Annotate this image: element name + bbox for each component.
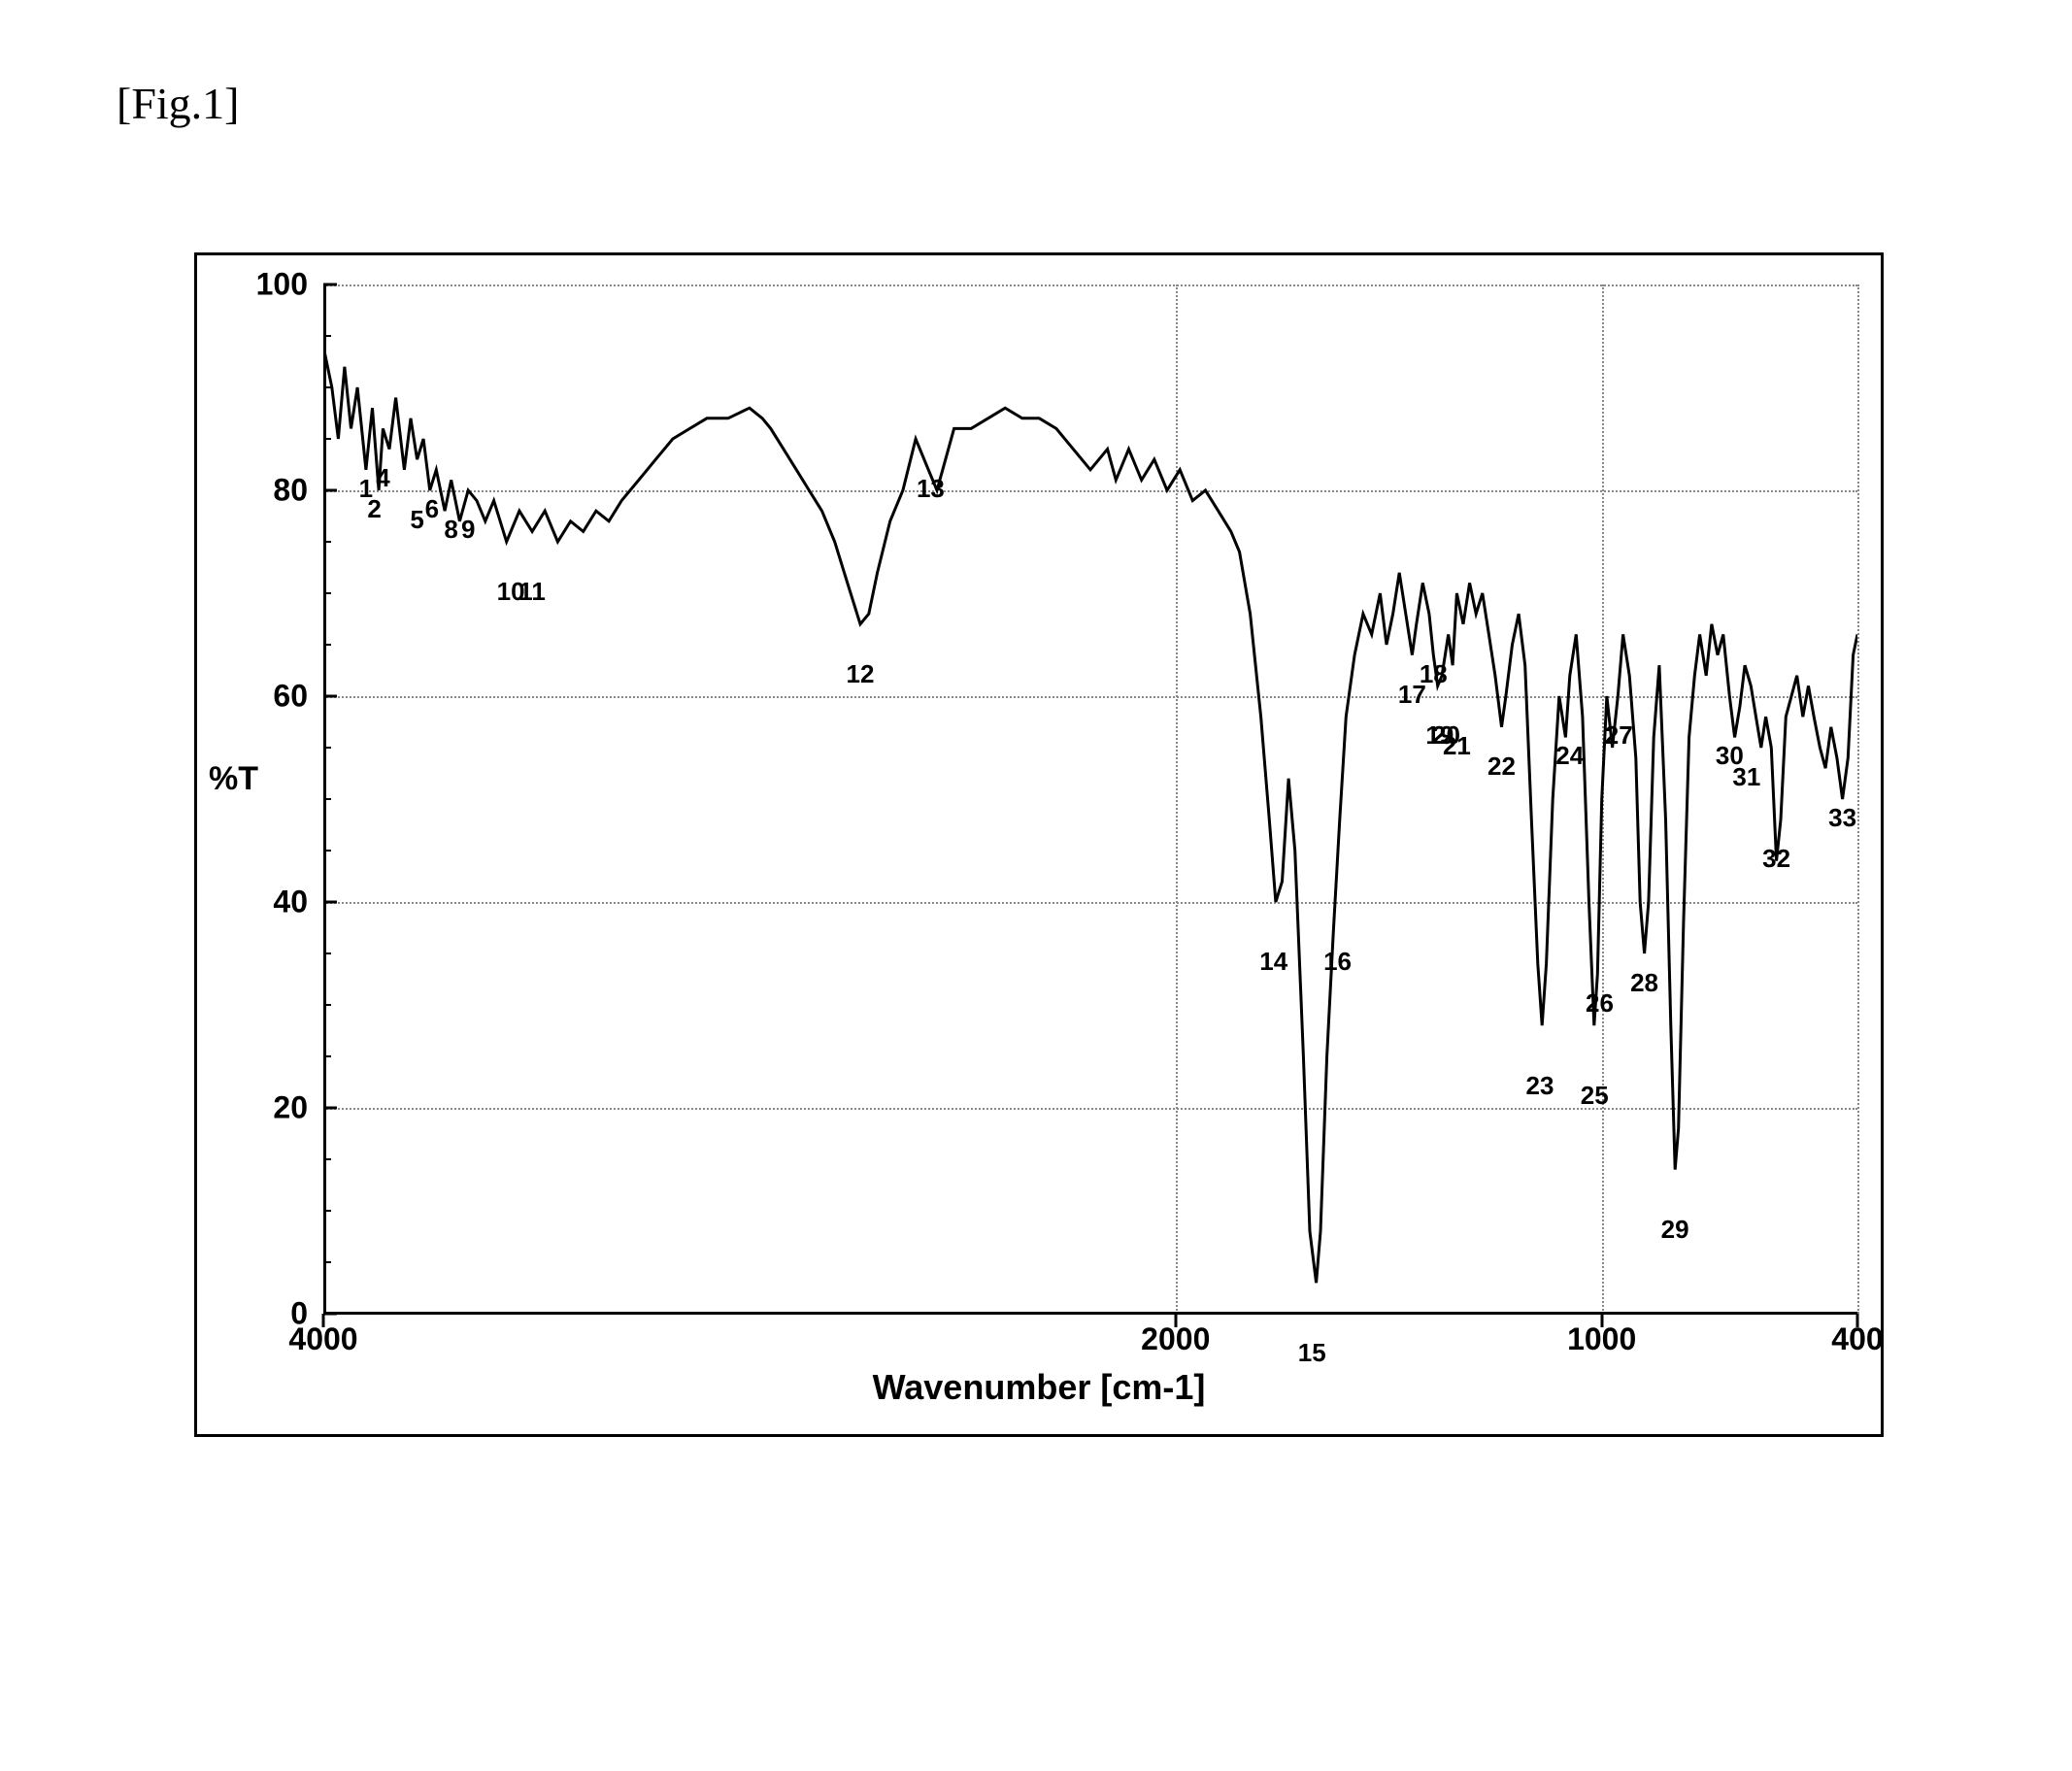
spectrum-line xyxy=(323,284,1857,1314)
peak-label: 31 xyxy=(1732,762,1760,792)
ytick-label: 60 xyxy=(230,679,308,715)
peak-label: 28 xyxy=(1630,968,1658,998)
peak-label: 18 xyxy=(1420,659,1448,689)
peak-label: 11 xyxy=(518,577,546,607)
peak-label: 16 xyxy=(1323,947,1352,977)
peak-label: 2 xyxy=(367,494,381,524)
ytick-label: 80 xyxy=(230,473,308,509)
xtick-label: 1000 xyxy=(1567,1321,1636,1357)
peak-label: 23 xyxy=(1526,1071,1554,1101)
peak-label: 32 xyxy=(1762,844,1790,874)
ytick-label: 100 xyxy=(230,267,308,303)
peak-label: 29 xyxy=(1661,1215,1689,1245)
peak-label: 9 xyxy=(461,515,475,545)
xtick-label: 4000 xyxy=(288,1321,357,1357)
xtick-label: 400 xyxy=(1831,1321,1883,1357)
peak-label: 27 xyxy=(1605,720,1633,751)
peak-label: 5 xyxy=(410,505,423,535)
peak-label: 12 xyxy=(847,659,875,689)
y-axis-label: %T xyxy=(209,760,258,798)
peak-label: 33 xyxy=(1828,803,1856,833)
chart-container: 020406080100 400020001000400 %T Wavenumb… xyxy=(194,252,1884,1437)
peak-label: 21 xyxy=(1443,731,1471,761)
peak-label: 24 xyxy=(1555,741,1584,771)
peak-label: 8 xyxy=(444,515,457,545)
peak-label: 13 xyxy=(917,474,945,504)
peak-label: 6 xyxy=(425,494,439,524)
xtick-label: 2000 xyxy=(1141,1321,1210,1357)
ytick-label: 40 xyxy=(230,885,308,920)
peak-label: 14 xyxy=(1259,947,1287,977)
ytick-label: 20 xyxy=(230,1090,308,1126)
peak-label: 26 xyxy=(1586,988,1614,1019)
peak-label: 15 xyxy=(1298,1338,1326,1368)
x-axis-label: Wavenumber [cm-1] xyxy=(873,1367,1206,1408)
peak-label: 22 xyxy=(1487,752,1516,782)
peak-label: 25 xyxy=(1581,1081,1609,1111)
peak-label: 4 xyxy=(376,463,389,493)
figure-caption: [Fig.1] xyxy=(117,78,240,129)
